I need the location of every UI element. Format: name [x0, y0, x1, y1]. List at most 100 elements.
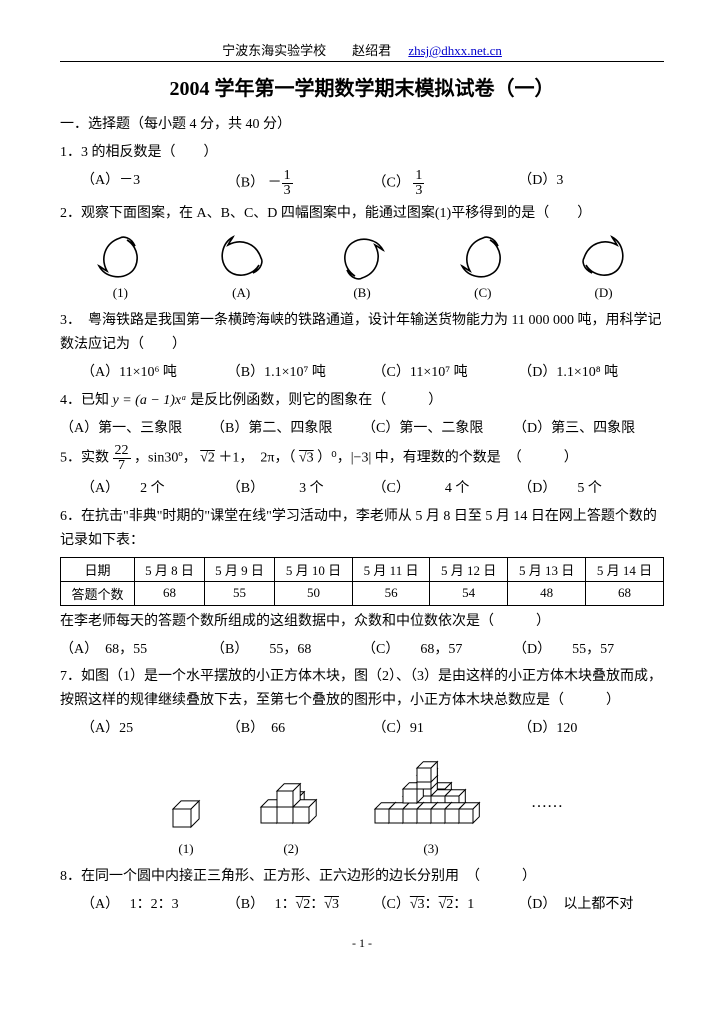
table-cell: 50 [275, 581, 353, 605]
school-author: 宁波东海实验学校 赵绍君 [222, 43, 391, 58]
frac-icon: 13 [413, 169, 424, 198]
q4-stem: 4．已知 y = (a − 1)xᵃ 是反比例函数，则它的图象在（ ） [60, 389, 664, 413]
figure-label: (B) [337, 285, 387, 301]
leaf-icon [95, 233, 145, 283]
q1-stem: 1．3 的相反数是（ ） [60, 141, 664, 165]
q8-opt-c: （C）√3：√2：1 [373, 893, 519, 917]
cube-stack-icon [371, 749, 491, 839]
table-header-cell: 5 月 8 日 [134, 557, 204, 581]
q7-opt-c: （C）91 [373, 717, 519, 741]
q6-opt-a: （A） 68，55 [60, 638, 211, 662]
q5-stem: 5．实数 227 ，sin30º， √2 ＋1， 2π，（ √3 ）⁰，|−3|… [60, 444, 664, 473]
q7-options: （A）25 （B） 66 （C）91 （D）120 [60, 717, 664, 741]
figure-label: (1) [161, 841, 211, 857]
cube-figure: (3) [371, 749, 491, 857]
leaf-figure: (B) [337, 233, 387, 301]
figure-label: (1) [95, 285, 145, 301]
leaf-icon [216, 233, 266, 283]
cube-figure: (1) [161, 784, 211, 857]
q7-opt-d: （D）120 [518, 717, 664, 741]
table-cell: 68 [586, 581, 664, 605]
q5-opt-d: （D） 5 个 [518, 477, 664, 501]
leaf-icon [458, 233, 508, 283]
q6-stem: 6．在抗击"非典"时期的"课堂在线"学习活动中，李老师从 5 月 8 日至 5 … [60, 505, 664, 553]
q3-opt-b: （B）1.1×10⁷ 吨 [227, 361, 373, 385]
q4-opt-a: （A）第一、三象限 [60, 417, 211, 441]
q3-opt-c: （C）11×10⁷ 吨 [373, 361, 519, 385]
ellipsis: …… [531, 794, 563, 812]
cube-stack-icon [251, 759, 331, 839]
q8-stem: 8．在同一个圆中内接正三角形、正方形、正六边形的边长分别用 （ ） [60, 865, 664, 889]
cube-figure: (2) [251, 759, 331, 857]
q3-opt-a: （A）11×10⁶ 吨 [81, 361, 227, 385]
q7-figures: (1) (2) (3) …… [60, 749, 664, 857]
q1-opt-c: （C） 13 [373, 169, 519, 198]
q6-opt-b: （B） 55，68 [211, 638, 362, 662]
leaf-icon [337, 233, 387, 283]
leaf-figure: (D) [579, 233, 629, 301]
table-header-cell: 5 月 9 日 [204, 557, 274, 581]
q4-options: （A）第一、三象限 （B）第二、四象限 （C）第一、二象限 （D）第三、四象限 [60, 417, 664, 441]
table-header-cell: 5 月 11 日 [352, 557, 429, 581]
q6-opt-c: （C） 68，57 [362, 638, 513, 662]
table-header-cell: 日期 [61, 557, 135, 581]
leaf-figure: (A) [216, 233, 266, 301]
q4-opt-c: （C）第一、二象限 [362, 417, 513, 441]
table-row: 日期5 月 8 日5 月 9 日5 月 10 日5 月 11 日5 月 12 日… [61, 557, 664, 581]
q7-stem: 7．如图（1）是一个水平摆放的小正方体木块，图（2）、（3）是由这样的小正方体木… [60, 665, 664, 713]
email-link[interactable]: zhsj@dhxx.net.cn [408, 43, 502, 58]
q6-options: （A） 68，55 （B） 55，68 （C） 68，57 （D） 55，57 [60, 638, 664, 662]
figure-label: (A) [216, 285, 266, 301]
q1-opt-a: （A）－3 [81, 169, 227, 198]
table-cell: 答题个数 [61, 581, 135, 605]
q6-table: 日期5 月 8 日5 月 9 日5 月 10 日5 月 11 日5 月 12 日… [60, 557, 664, 606]
frac-icon: 227 [113, 444, 131, 473]
leaf-figure: (C) [458, 233, 508, 301]
q8-opt-b: （B） 1：√2：√3 [227, 893, 373, 917]
q7-opt-b: （B） 66 [227, 717, 373, 741]
q5-opt-c: （C） 4 个 [373, 477, 519, 501]
q5-opt-b: （B） 3 个 [227, 477, 373, 501]
cube-stack-icon [161, 784, 211, 839]
q5-opt-a: （A） 2 个 [81, 477, 227, 501]
leaf-figure: (1) [95, 233, 145, 301]
q8-opt-d: （D） 以上都不对 [518, 893, 664, 917]
page-number: - 1 - [60, 936, 664, 951]
figure-label: (D) [579, 285, 629, 301]
frac-icon: 13 [282, 169, 293, 198]
table-row: 答题个数68555056544868 [61, 581, 664, 605]
q8-options: （A） 1：2：3 （B） 1：√2：√3 （C）√3：√2：1 （D） 以上都… [60, 893, 664, 917]
q1-options: （A）－3 （B） －13 （C） 13 （D）3 [60, 169, 664, 198]
table-header-cell: 5 月 12 日 [430, 557, 508, 581]
q7-opt-a: （A）25 [81, 717, 227, 741]
q1-opt-d: （D）3 [518, 169, 664, 198]
table-header-cell: 5 月 14 日 [586, 557, 664, 581]
q8-opt-a: （A） 1：2：3 [81, 893, 227, 917]
figure-label: (3) [371, 841, 491, 857]
figure-label: (2) [251, 841, 331, 857]
table-cell: 68 [134, 581, 204, 605]
table-header-cell: 5 月 10 日 [275, 557, 353, 581]
q2-figures: (1) (A) (B) (C) (D) [60, 233, 664, 301]
q4-opt-d: （D）第三、四象限 [513, 417, 664, 441]
exam-title: 2004 学年第一学期数学期末模拟试卷（一） [60, 72, 664, 101]
q5-options: （A） 2 个 （B） 3 个 （C） 4 个 （D） 5 个 [60, 477, 664, 501]
q1-opt-b: （B） －13 [227, 169, 373, 198]
q3-opt-d: （D）1.1×10⁸ 吨 [518, 361, 664, 385]
q6-opt-d: （D） 55，57 [513, 638, 664, 662]
table-cell: 48 [508, 581, 586, 605]
table-header-cell: 5 月 13 日 [508, 557, 586, 581]
table-cell: 55 [204, 581, 274, 605]
page-header: 宁波东海实验学校 赵绍君 zhsj@dhxx.net.cn [60, 40, 664, 59]
q6-tail: 在李老师每天的答题个数所组成的这组数据中，众数和中位数依次是（ ） [60, 610, 664, 634]
table-cell: 56 [352, 581, 429, 605]
section-1-heading: 一．选择题（每小题 4 分，共 40 分） [60, 113, 664, 137]
header-rule [60, 61, 664, 62]
q2-stem: 2．观察下面图案，在 A、B、C、D 四幅图案中，能通过图案(1)平移得到的是（… [60, 202, 664, 226]
q3-options: （A）11×10⁶ 吨 （B）1.1×10⁷ 吨 （C）11×10⁷ 吨 （D）… [60, 361, 664, 385]
figure-label: (C) [458, 285, 508, 301]
leaf-icon [579, 233, 629, 283]
q3-stem: 3． 粤海铁路是我国第一条横跨海峡的铁路通道，设计年输送货物能力为 11 000… [60, 309, 664, 357]
q4-opt-b: （B）第二、四象限 [211, 417, 362, 441]
table-cell: 54 [430, 581, 508, 605]
